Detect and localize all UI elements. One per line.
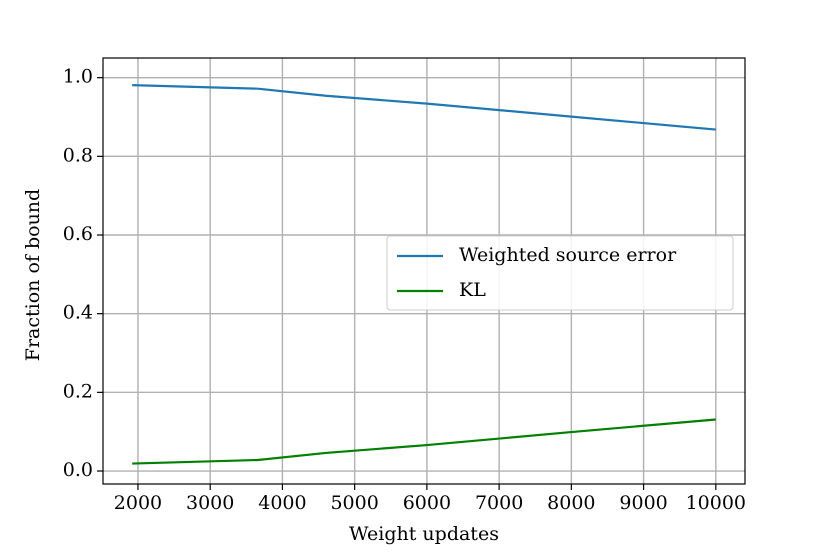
x-tick-label: 9000 — [619, 492, 667, 514]
y-tick-label: 1.0 — [63, 66, 93, 88]
x-tick-label: 5000 — [330, 492, 378, 514]
legend-label: Weighted source error — [459, 244, 677, 266]
x-tick-label: 3000 — [186, 492, 234, 514]
y-tick-label: 0.0 — [63, 459, 93, 481]
y-axis-label: Fraction of bound — [22, 189, 44, 361]
legend-label: KL — [459, 279, 486, 301]
x-tick-label: 8000 — [547, 492, 595, 514]
y-tick-label: 0.6 — [63, 223, 93, 245]
x-tick-label: 2000 — [114, 492, 162, 514]
x-tick-label: 4000 — [258, 492, 306, 514]
line-series — [132, 84, 716, 131]
x-tick-label: 10000 — [686, 492, 746, 514]
y-tick-label: 0.8 — [63, 144, 93, 166]
legend-box — [386, 235, 734, 311]
x-axis-label: Weight updates — [349, 523, 499, 545]
legend: Weighted source error KL — [386, 235, 734, 311]
y-tick-label: 0.4 — [63, 302, 93, 324]
line-series — [132, 418, 716, 465]
x-tick-label: 7000 — [475, 492, 523, 514]
x-tick-label: 6000 — [403, 492, 451, 514]
y-tick-label: 0.2 — [63, 380, 93, 402]
plot-frame — [102, 57, 746, 485]
